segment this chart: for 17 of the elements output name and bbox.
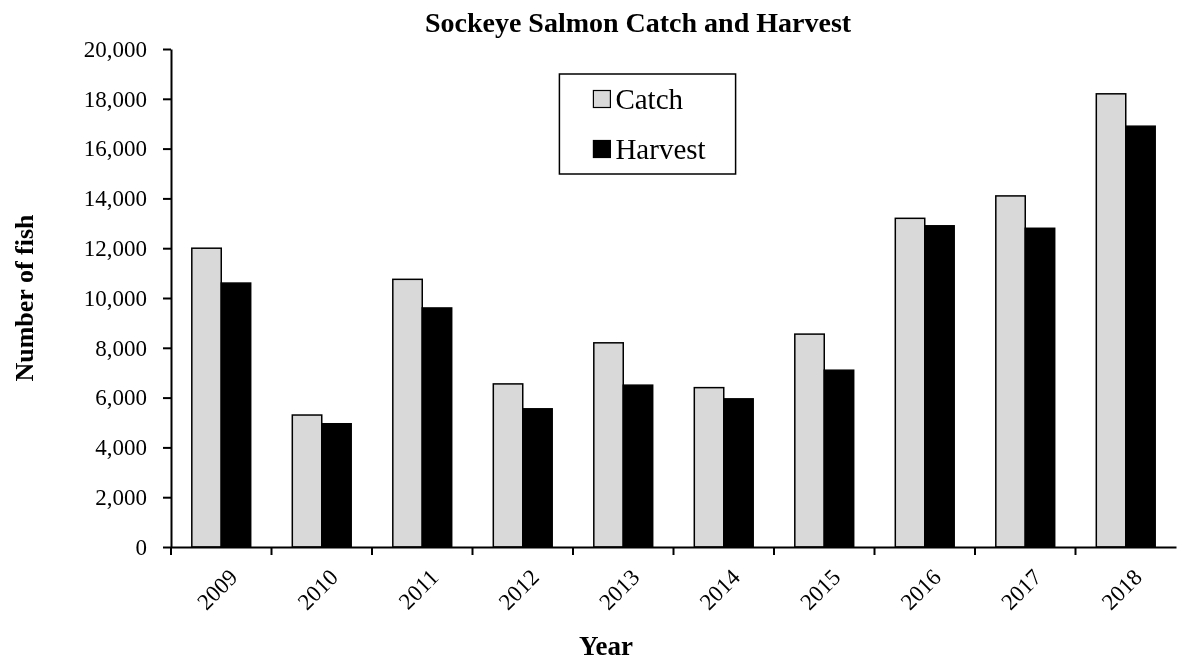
- y-tick-label: 20,000: [83, 36, 147, 62]
- y-tick-label: 6,000: [95, 385, 147, 411]
- chart-title: Sockeye Salmon Catch and Harvest: [424, 7, 852, 38]
- legend-label: Harvest: [615, 132, 706, 165]
- y-tick-label: 8,000: [95, 335, 147, 361]
- y-tick-label: 4,000: [95, 435, 147, 461]
- legend-label: Catch: [615, 82, 684, 115]
- y-axis-title: Number of fish: [10, 213, 39, 382]
- y-tick-label: 14,000: [83, 186, 147, 212]
- x-tick-label: 2011: [393, 564, 444, 615]
- y-tick-label: 10,000: [83, 285, 147, 311]
- y-tick-label: 0: [135, 534, 147, 560]
- x-axis-title: Year: [579, 631, 633, 661]
- y-tick-label: 12,000: [83, 236, 147, 262]
- y-tick-label: 18,000: [83, 86, 147, 112]
- y-tick-label: 2,000: [95, 485, 147, 511]
- y-tick-label: 16,000: [83, 136, 147, 162]
